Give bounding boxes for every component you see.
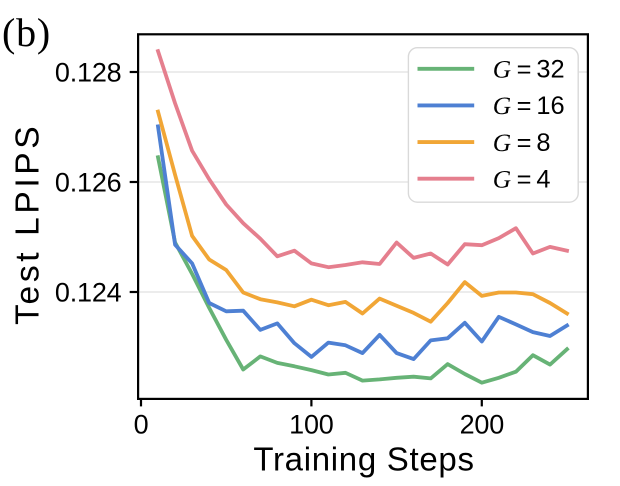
svg-text:Training Steps: Training Steps (253, 441, 474, 478)
svg-text:0.126: 0.126 (55, 167, 122, 197)
svg-text:(b): (b) (2, 10, 51, 55)
svg-text:=: = (517, 165, 532, 193)
svg-text:0: 0 (134, 410, 149, 440)
svg-text:0.124: 0.124 (55, 277, 122, 307)
svg-text:4: 4 (536, 165, 550, 193)
svg-text:8: 8 (536, 129, 550, 157)
svg-text:Test LPIPS: Test LPIPS (10, 123, 47, 325)
svg-text:G: G (493, 92, 511, 120)
svg-text:200: 200 (460, 410, 504, 440)
svg-text:=: = (517, 56, 532, 84)
svg-text:100: 100 (289, 410, 333, 440)
svg-text:=: = (517, 129, 532, 157)
svg-text:=: = (517, 92, 532, 120)
svg-text:G: G (493, 129, 511, 157)
svg-text:16: 16 (536, 92, 564, 120)
svg-text:G: G (493, 165, 511, 193)
svg-text:G: G (493, 56, 511, 84)
svg-text:32: 32 (536, 56, 564, 84)
svg-text:0.128: 0.128 (55, 57, 122, 87)
